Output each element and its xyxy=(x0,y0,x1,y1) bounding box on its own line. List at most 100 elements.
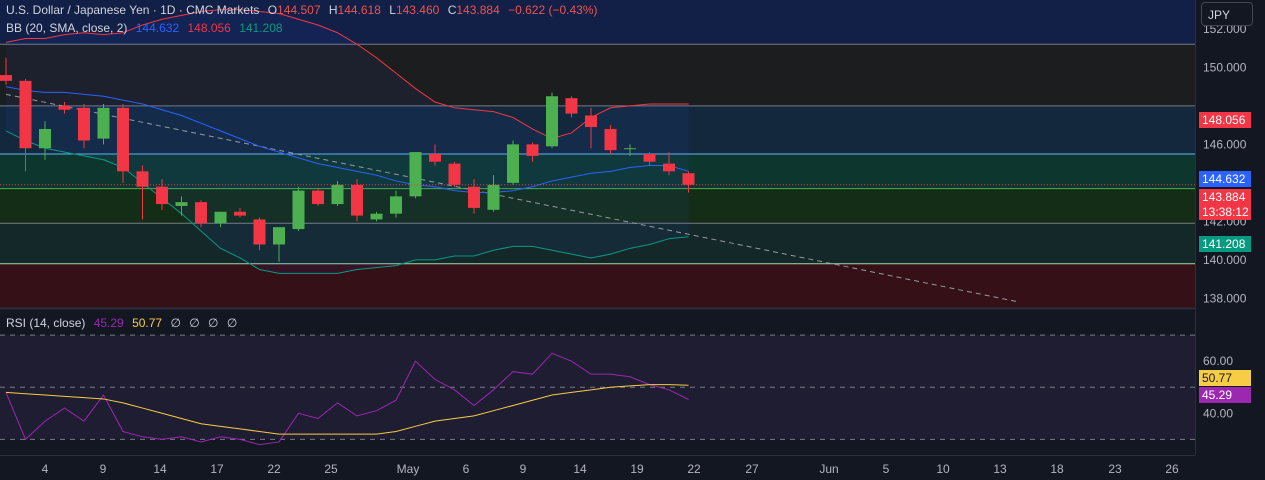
candle-body xyxy=(175,202,188,206)
candle-body xyxy=(487,184,500,210)
time-tick-label: May xyxy=(397,462,420,476)
candle xyxy=(175,196,188,216)
horizontal-lines xyxy=(0,43,1195,265)
candle xyxy=(19,78,32,172)
low-value: L143.460 xyxy=(389,3,440,17)
candle xyxy=(312,188,324,206)
rsi-extra-4: ∅ xyxy=(226,316,238,330)
candle xyxy=(39,121,51,160)
price-tick-label: 138.000 xyxy=(1203,291,1247,305)
candle xyxy=(448,161,461,187)
time-tick-label: 27 xyxy=(745,462,759,476)
bb-middle-price-tag: 144.632 xyxy=(1199,171,1251,187)
rsi-value: 45.29 xyxy=(93,316,124,330)
candlesticks xyxy=(0,57,695,262)
time-tick-label: 4 xyxy=(42,462,49,476)
candle xyxy=(331,180,344,206)
rsi-extra-2: ∅ xyxy=(189,316,200,330)
candle xyxy=(663,152,675,176)
bollinger-legend[interactable]: BB (20, SMA, close, 2) 144.632 148.056 1… xyxy=(6,21,288,35)
candle-body xyxy=(370,213,383,220)
rsi-ma-tag: 50.77 xyxy=(1199,370,1251,386)
bb-upper-price-tag: 148.056 xyxy=(1199,112,1251,128)
high-value: H144.618 xyxy=(328,3,381,17)
rsi-label: RSI (14, close) xyxy=(6,316,86,330)
candle xyxy=(643,152,656,166)
candle-body xyxy=(312,190,324,205)
candle-body xyxy=(234,211,246,216)
candle-body xyxy=(273,227,285,245)
candle xyxy=(370,211,383,222)
candle xyxy=(429,144,441,166)
time-tick-label: 13 xyxy=(993,462,1007,476)
bollinger-middle-line xyxy=(5,86,689,193)
candle-body xyxy=(526,144,539,156)
symbol-legend: U.S. Dollar / Japanese Yen · 1D · CMC Ma… xyxy=(6,3,603,17)
rsi-extra-1: ∅ xyxy=(170,316,181,330)
candle xyxy=(546,92,558,149)
time-tick-label: 10 xyxy=(936,462,950,476)
candle xyxy=(604,125,617,154)
candle-body xyxy=(624,148,636,150)
candle-body xyxy=(468,186,480,208)
candle-body xyxy=(682,173,695,185)
price-tick-label: 150.000 xyxy=(1203,60,1247,74)
time-tick-label: 26 xyxy=(1165,462,1179,476)
candle xyxy=(136,165,149,220)
candle-body xyxy=(429,154,441,162)
rsi-legend[interactable]: RSI (14, close) 45.29 50.77 ∅ ∅ ∅ ∅ xyxy=(6,316,242,330)
candle-body xyxy=(117,107,129,172)
candle-body xyxy=(331,184,344,205)
rsi-ma-line xyxy=(5,384,689,435)
time-tick-label: 9 xyxy=(100,462,107,476)
time-tick-label: 22 xyxy=(267,462,281,476)
rsi-tick-label: 60.00 xyxy=(1203,354,1233,368)
candle xyxy=(78,103,90,149)
bollinger-upper-value: 148.056 xyxy=(187,21,231,35)
candle xyxy=(292,186,305,231)
candle-body xyxy=(156,186,168,205)
candle-body xyxy=(604,128,617,151)
time-tick-label: 22 xyxy=(687,462,701,476)
trendline-line[interactable] xyxy=(5,93,1021,303)
candle-body xyxy=(585,115,597,128)
bollinger-lower-value: 141.208 xyxy=(239,21,283,35)
price-zone xyxy=(0,0,1195,45)
candle xyxy=(117,103,129,183)
candle-body xyxy=(448,163,461,185)
candle xyxy=(156,179,168,210)
candle xyxy=(682,171,695,193)
candle-body xyxy=(58,105,71,110)
candle xyxy=(390,190,402,218)
candle xyxy=(97,103,110,145)
candle-body xyxy=(214,211,227,224)
candle-body xyxy=(97,107,110,139)
rsi-tag: 45.29 xyxy=(1199,387,1251,403)
candle xyxy=(273,227,285,262)
candle-body xyxy=(546,96,558,147)
price-zone xyxy=(0,44,1195,106)
candle xyxy=(214,211,227,228)
time-tick-label: 9 xyxy=(520,462,527,476)
time-tick-label: 18 xyxy=(1050,462,1064,476)
symbol-name[interactable]: U.S. Dollar / Japanese Yen · 1D · CMC Ma… xyxy=(6,3,260,17)
bollinger-label: BB (20, SMA, close, 2) xyxy=(6,21,128,35)
bollinger-band-fill xyxy=(6,9,689,274)
candle xyxy=(253,217,266,251)
candle xyxy=(565,96,578,118)
candle-body xyxy=(351,184,363,216)
candle-body xyxy=(195,202,207,224)
candle xyxy=(0,57,12,85)
time-tick-label: 14 xyxy=(153,462,167,476)
change-value: −0.622 (−0.43%) xyxy=(508,3,598,17)
rsi-line xyxy=(5,352,689,446)
candle xyxy=(624,144,636,156)
candle-body xyxy=(507,144,519,183)
candle-body xyxy=(390,196,402,214)
rsi-pane xyxy=(0,334,1195,446)
candle xyxy=(351,179,363,222)
time-tick-label: 19 xyxy=(630,462,644,476)
currency-button[interactable]: JPY xyxy=(1201,2,1253,26)
trendline[interactable] xyxy=(5,93,1021,303)
